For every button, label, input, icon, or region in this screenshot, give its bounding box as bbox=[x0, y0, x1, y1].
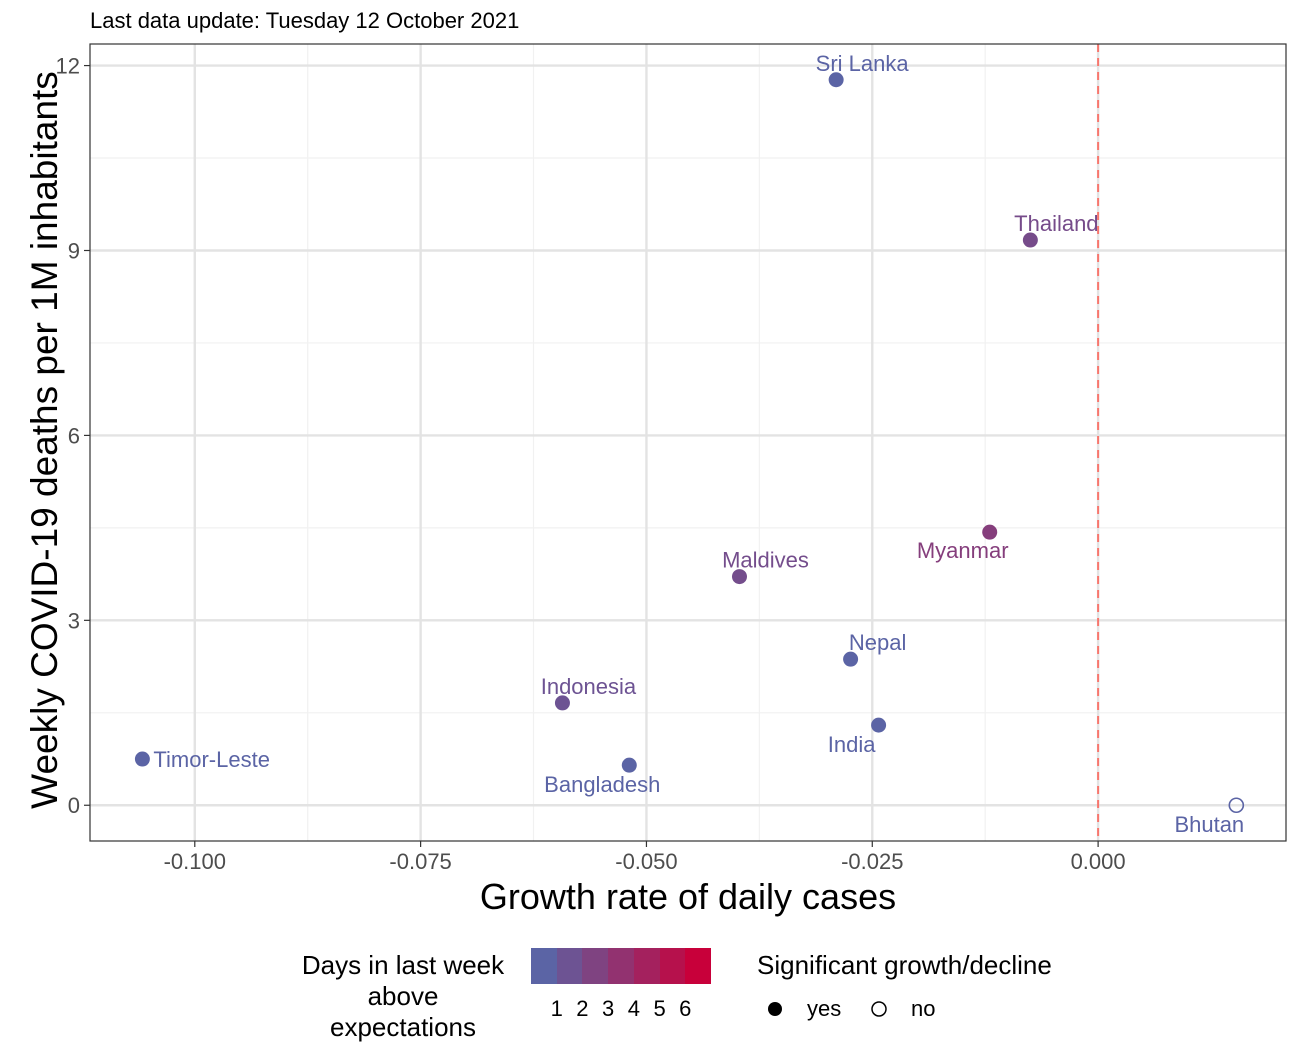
color-legend-bar bbox=[531, 948, 712, 984]
shape-legend-yes-label: yes bbox=[807, 996, 842, 1021]
x-tick-label: -0.100 bbox=[164, 849, 226, 874]
point-label: Sri Lanka bbox=[816, 51, 910, 76]
y-axis-title: Weekly COVID-19 deaths per 1M inhabitant… bbox=[24, 71, 65, 809]
y-tick-label: 12 bbox=[56, 54, 80, 79]
data-point bbox=[554, 695, 570, 711]
y-axis-title-container: Weekly COVID-19 deaths per 1M inhabitant… bbox=[0, 0, 65, 880]
y-tick-label: 0 bbox=[68, 793, 80, 818]
data-point bbox=[1022, 232, 1038, 248]
color-legend-swatch bbox=[556, 948, 583, 984]
point-label: India bbox=[828, 732, 876, 757]
minor-gridlines bbox=[90, 44, 1286, 841]
point-label: Indonesia bbox=[541, 674, 637, 699]
data-points bbox=[134, 72, 1245, 814]
plot-panel-border bbox=[89, 43, 1287, 842]
color-legend-tick-label: 1 bbox=[550, 996, 563, 1021]
color-legend-tick-label: 5 bbox=[653, 996, 666, 1021]
data-point bbox=[134, 751, 150, 767]
y-tick-label: 6 bbox=[68, 423, 80, 448]
shape-legend-no-label: no bbox=[911, 996, 936, 1021]
color-legend-swatch bbox=[582, 948, 609, 984]
last-update-subtitle: Last data update: Tuesday 12 October 202… bbox=[90, 8, 520, 33]
y-tick-label: 9 bbox=[68, 238, 80, 263]
point-labels: Sri Lanka Thailand Myanmar Maldives Nepal Ind… bbox=[153, 51, 1244, 837]
color-legend-swatch bbox=[659, 948, 686, 984]
open-circle-legend-key bbox=[871, 1001, 887, 1017]
color-legend-tick-label: 6 bbox=[679, 996, 692, 1021]
color-legend-swatch bbox=[633, 948, 660, 984]
point-label: Myanmar bbox=[917, 538, 1009, 563]
data-point bbox=[843, 651, 859, 667]
color-legend-tick-label: 4 bbox=[627, 996, 640, 1021]
y-axis-ticks: 0 3 6 9 12 bbox=[56, 54, 90, 818]
data-point bbox=[871, 717, 887, 733]
data-point bbox=[828, 72, 844, 88]
data-point bbox=[1228, 797, 1245, 814]
x-axis-title: Growth rate of daily cases bbox=[479, 876, 897, 917]
color-legend-tick-label: 3 bbox=[602, 996, 615, 1021]
data-point bbox=[982, 524, 998, 540]
color-legend-tick-label: 2 bbox=[576, 996, 589, 1021]
point-label: Timor-Leste bbox=[153, 747, 270, 772]
x-tick-label: -0.075 bbox=[389, 849, 451, 874]
x-axis-ticks: -0.100 -0.075 -0.050 -0.025 0.000 bbox=[164, 841, 1126, 874]
point-label: Nepal bbox=[849, 630, 906, 655]
data-point bbox=[621, 757, 637, 773]
color-legend-swatch bbox=[531, 948, 557, 984]
color-legend-swatch bbox=[608, 948, 634, 984]
point-label: Maldives bbox=[722, 548, 809, 573]
x-tick-label: -0.025 bbox=[841, 849, 903, 874]
color-legend-swatch bbox=[685, 948, 712, 984]
color-legend-title-line: Days in last week bbox=[301, 950, 505, 980]
point-label: Bangladesh bbox=[544, 772, 660, 797]
color-legend-title-line: above bbox=[367, 981, 439, 1011]
data-point bbox=[731, 569, 747, 585]
shape-legend-title: Significant growth/decline bbox=[757, 950, 1052, 980]
x-tick-label: 0.000 bbox=[1071, 849, 1126, 874]
major-gridlines bbox=[90, 44, 1286, 841]
color-legend-title-line: expectations bbox=[330, 1012, 476, 1042]
color-legend-title: Days in last week above expectations bbox=[287, 950, 519, 1043]
point-label: Thailand bbox=[1014, 211, 1098, 236]
x-tick-label: -0.050 bbox=[615, 849, 677, 874]
y-tick-label: 3 bbox=[68, 608, 80, 633]
point-label: Bhutan bbox=[1174, 812, 1244, 837]
filled-circle-legend-key bbox=[768, 1002, 782, 1016]
